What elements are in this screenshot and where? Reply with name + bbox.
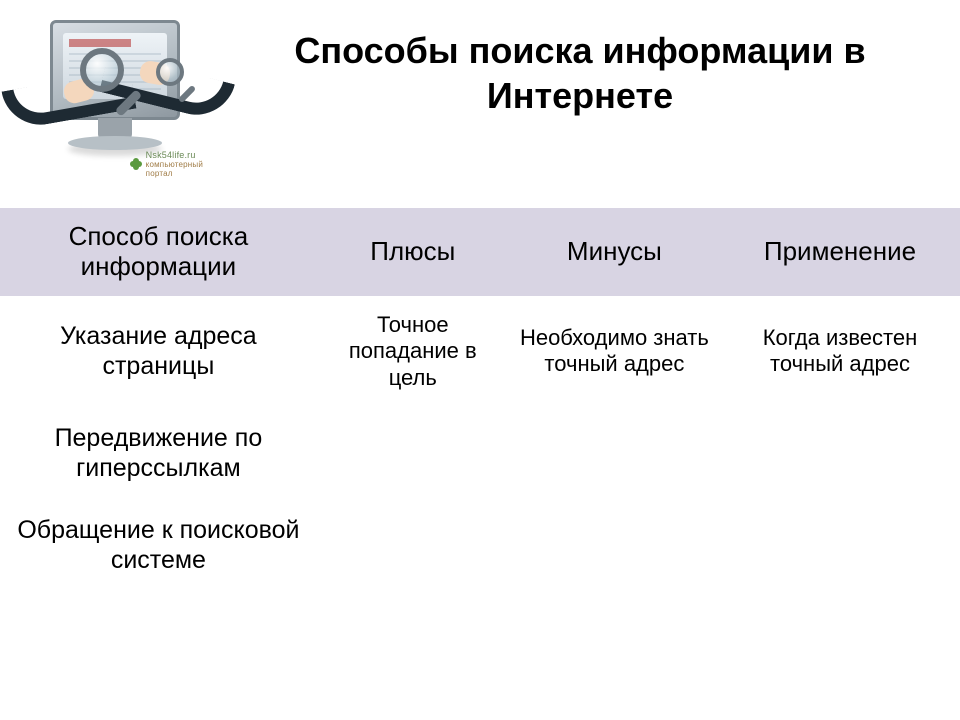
magnifier-icon [156, 58, 184, 86]
col-header-minus: Минусы [509, 208, 720, 296]
col-header-method: Способ поиска информации [0, 208, 317, 296]
methods-table: Способ поиска информации Плюсы Минусы Пр… [0, 208, 960, 591]
table-row: Указание адреса страницы Точное попадани… [0, 296, 960, 407]
table-row: Обращение к поисковой системе [0, 499, 960, 591]
search-computer-illustration: Nsk54life.ru компьютерный портал [10, 10, 230, 190]
table-header-row: Способ поиска информации Плюсы Минусы Пр… [0, 208, 960, 296]
cell-use [720, 407, 960, 499]
slide-header: Nsk54life.ru компьютерный портал Способы… [0, 0, 960, 190]
cell-minus: Необходимо знать точный адрес [509, 296, 720, 407]
cell-use [720, 499, 960, 591]
cell-minus [509, 499, 720, 591]
cell-method: Указание адреса страницы [0, 296, 317, 407]
cell-method: Обращение к поисковой системе [0, 499, 317, 591]
cell-plus [317, 407, 509, 499]
magnifier-icon [80, 48, 124, 92]
illustration-watermark: Nsk54life.ru компьютерный портал [130, 150, 230, 178]
cell-plus: Точное попадание в цель [317, 296, 509, 407]
cell-plus [317, 499, 509, 591]
col-header-use: Применение [720, 208, 960, 296]
cell-use: Когда известен точный адрес [720, 296, 960, 407]
page-title: Способы поиска информации в Интернете [230, 10, 940, 118]
col-header-plus: Плюсы [317, 208, 509, 296]
clover-icon [130, 158, 142, 170]
table-row: Передвижение по гиперссылкам [0, 407, 960, 499]
watermark-line1: Nsk54life.ru [146, 150, 196, 160]
cell-method: Передвижение по гиперссылкам [0, 407, 317, 499]
watermark-line2: компьютерный портал [146, 160, 230, 178]
cell-minus [509, 407, 720, 499]
